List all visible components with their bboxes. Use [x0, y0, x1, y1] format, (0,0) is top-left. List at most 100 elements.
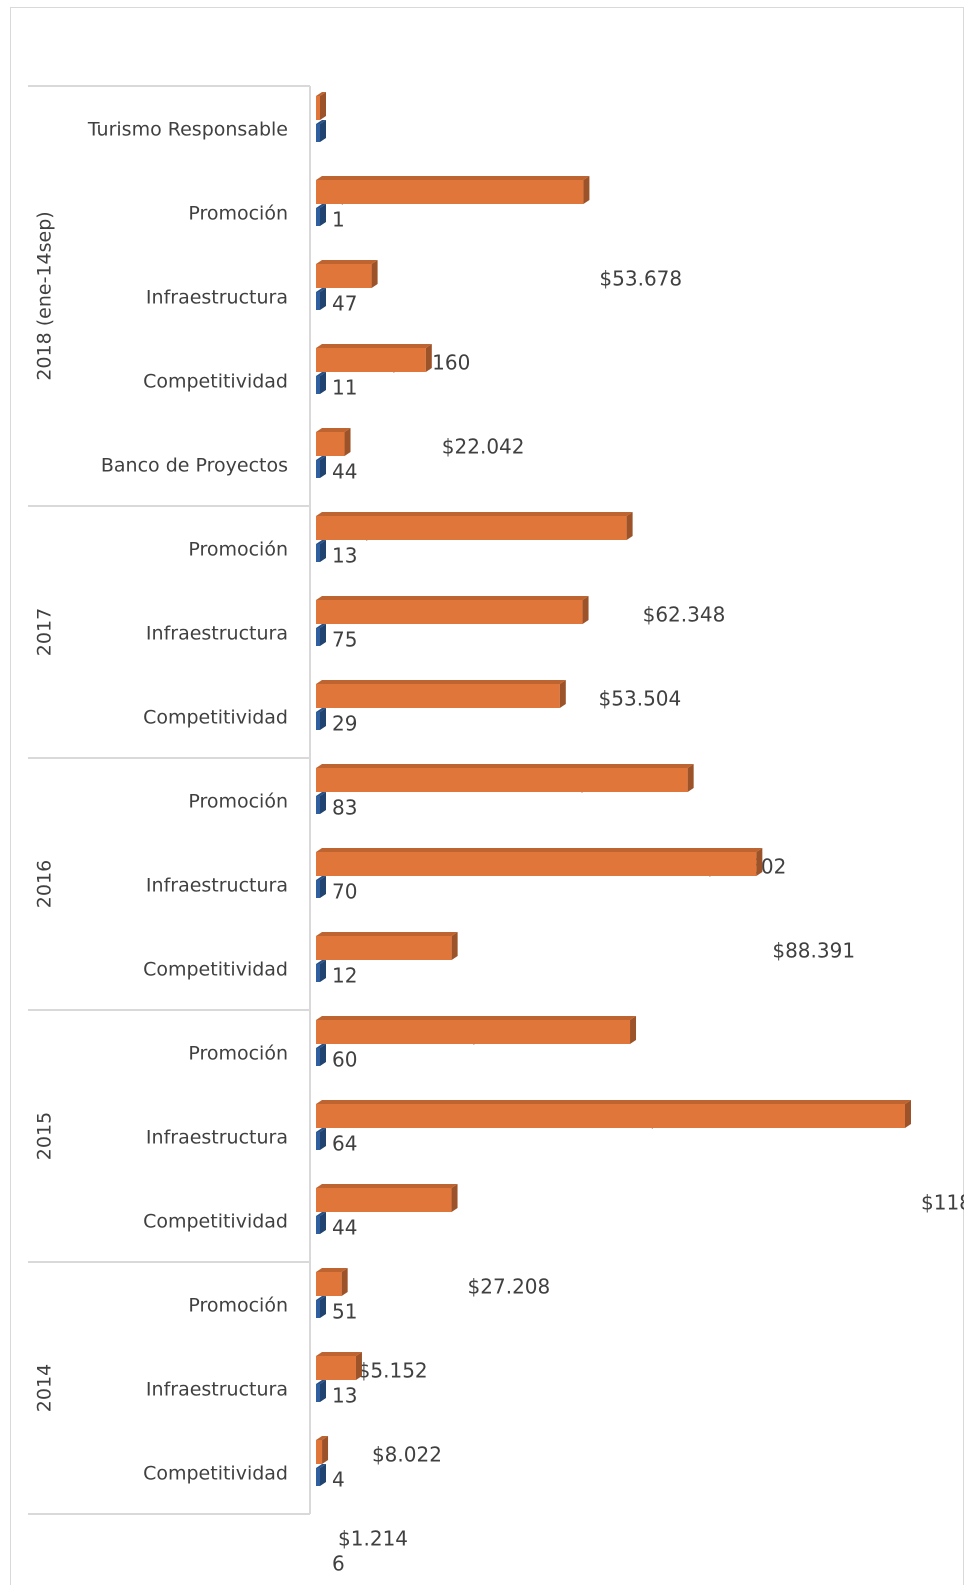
category-label: Promoción	[188, 1295, 288, 1317]
bar-top	[316, 428, 351, 432]
bar	[316, 348, 426, 372]
data-label: $53.504	[599, 687, 682, 711]
bar	[316, 964, 320, 982]
bar	[316, 1048, 320, 1066]
bar-side	[320, 708, 326, 730]
bar-side	[905, 1100, 911, 1128]
bar	[316, 1188, 452, 1212]
bar	[316, 1216, 320, 1234]
bar-side	[583, 176, 590, 204]
bar-side	[355, 1352, 362, 1380]
category-label: Promoción	[188, 539, 288, 561]
bar-top	[316, 596, 589, 600]
bar	[316, 1300, 320, 1318]
data-label: 44	[332, 1216, 357, 1240]
bar	[316, 936, 452, 960]
bar	[316, 292, 320, 310]
data-label: 75	[332, 628, 357, 652]
bar-side	[320, 1296, 326, 1318]
category-label: Competitividad	[143, 707, 288, 729]
bar	[316, 516, 627, 540]
bar-side	[322, 1436, 329, 1464]
bar	[316, 1356, 356, 1380]
bar-top	[316, 1128, 326, 1132]
bar	[316, 880, 320, 898]
bar	[316, 852, 757, 876]
category-label: Infraestructura	[146, 287, 288, 309]
chart-border	[10, 7, 964, 1585]
data-label: $27.208	[468, 1275, 551, 1299]
bar-top	[316, 1212, 326, 1216]
data-label: 70	[332, 880, 357, 904]
bar	[316, 628, 320, 646]
bar-side	[320, 960, 326, 982]
bar	[316, 796, 320, 814]
data-label: 12	[332, 964, 357, 988]
data-label: 51	[332, 1300, 357, 1324]
bar-side	[320, 456, 326, 478]
bar	[316, 1272, 342, 1296]
category-label: Promoción	[188, 1043, 288, 1065]
bar-top	[316, 1352, 362, 1356]
category-label: Competitividad	[143, 1463, 288, 1485]
bar-side	[320, 204, 326, 226]
bar-side	[320, 1128, 326, 1150]
category-label: Competitividad	[143, 371, 288, 393]
bar	[316, 684, 560, 708]
data-label: 6	[332, 1552, 345, 1576]
bar-top	[316, 1436, 329, 1440]
bar-side	[320, 1044, 326, 1066]
bar-side	[425, 344, 432, 372]
bar-top	[316, 848, 763, 852]
bar-top	[316, 624, 326, 628]
bar-side	[320, 1212, 326, 1234]
bar-top	[316, 876, 326, 880]
bar-side	[341, 1268, 348, 1296]
category-label: Competitividad	[143, 959, 288, 981]
bar-top	[316, 764, 694, 768]
bar-top	[316, 456, 326, 460]
data-label: 44	[332, 460, 357, 484]
category-label: Turismo Responsable	[87, 119, 288, 141]
bar	[316, 124, 320, 142]
group-label: 2018 (ene-14sep)	[34, 211, 56, 380]
bar-side	[630, 1016, 637, 1044]
bar-side	[320, 1380, 326, 1402]
bar	[316, 544, 320, 562]
bar-side	[320, 1464, 326, 1486]
data-label: $53.678	[599, 267, 682, 291]
bar-top	[316, 1044, 326, 1048]
bar-top	[316, 344, 432, 348]
bar-side	[687, 764, 694, 792]
bar-top	[316, 120, 326, 124]
category-label: Infraestructura	[146, 1379, 288, 1401]
bar-side	[451, 1184, 458, 1212]
bar-side	[320, 792, 326, 814]
bar	[316, 376, 320, 394]
bar	[316, 1104, 905, 1128]
category-label: Infraestructura	[146, 1127, 288, 1149]
category-label: Infraestructura	[146, 623, 288, 645]
bar-top	[316, 92, 326, 96]
bar-side	[320, 120, 326, 142]
bar-top	[316, 932, 458, 936]
bar-top	[316, 792, 326, 796]
data-label: 64	[332, 1132, 357, 1156]
bar-top	[316, 176, 590, 180]
data-label: 47	[332, 292, 357, 316]
data-label: $62.348	[643, 603, 726, 627]
category-label: Banco de Proyectos	[101, 455, 288, 477]
bar-top	[316, 1380, 326, 1384]
data-label: $8.022	[372, 1443, 442, 1467]
bar-side	[320, 92, 326, 120]
data-label: 11	[332, 376, 357, 400]
bar	[316, 264, 372, 288]
bar-top	[316, 708, 326, 712]
category-label: Competitividad	[143, 1211, 288, 1233]
data-label: $22.042	[442, 435, 525, 459]
bar-side	[626, 512, 633, 540]
bar-top	[316, 204, 326, 208]
bar-top	[316, 1100, 911, 1104]
bar	[316, 460, 320, 478]
